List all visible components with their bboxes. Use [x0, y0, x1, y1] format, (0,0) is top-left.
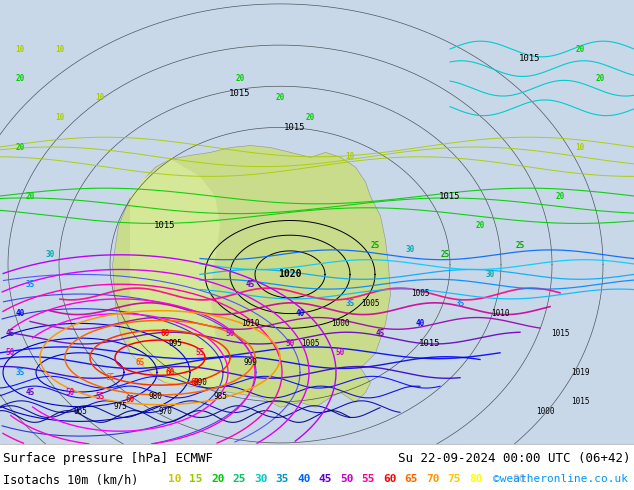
- Text: 1010: 1010: [241, 319, 259, 328]
- Text: Su 22-09-2024 00:00 UTC (06+42): Su 22-09-2024 00:00 UTC (06+42): [399, 452, 631, 465]
- Text: 1015: 1015: [439, 192, 461, 200]
- Text: 45: 45: [375, 329, 385, 338]
- Text: 55: 55: [195, 348, 205, 357]
- Text: 1010: 1010: [491, 309, 509, 318]
- Text: 10: 10: [346, 152, 354, 161]
- Text: 1000: 1000: [536, 407, 554, 416]
- Text: 20: 20: [275, 94, 285, 102]
- Text: 30: 30: [254, 474, 268, 484]
- Text: 20: 20: [555, 192, 565, 200]
- Text: 10: 10: [95, 94, 105, 102]
- Text: 995: 995: [168, 339, 182, 347]
- Text: 45: 45: [245, 280, 255, 289]
- Text: 25: 25: [233, 474, 246, 484]
- Text: 45: 45: [25, 388, 35, 396]
- Text: 30: 30: [486, 270, 495, 279]
- Text: 60: 60: [126, 395, 134, 404]
- Text: 80: 80: [469, 474, 482, 484]
- Text: 20: 20: [15, 143, 25, 151]
- Text: 40: 40: [15, 309, 25, 318]
- Text: 55: 55: [95, 392, 105, 401]
- Text: 975: 975: [113, 402, 127, 411]
- Text: 75: 75: [448, 474, 461, 484]
- Text: 1019: 1019: [571, 368, 589, 377]
- Text: 10: 10: [55, 113, 65, 122]
- Text: 20: 20: [576, 45, 585, 53]
- Text: 10: 10: [55, 45, 65, 53]
- Text: 1020: 1020: [278, 270, 302, 279]
- Text: 50: 50: [65, 388, 75, 396]
- Text: 40: 40: [295, 309, 304, 318]
- Text: 25: 25: [515, 241, 524, 249]
- Text: 40: 40: [297, 474, 311, 484]
- Text: 55: 55: [361, 474, 375, 484]
- Text: 990: 990: [193, 378, 207, 387]
- Text: 1015: 1015: [551, 329, 569, 338]
- Text: 85: 85: [491, 474, 504, 484]
- Text: 60: 60: [190, 378, 200, 387]
- Text: 15: 15: [190, 474, 203, 484]
- Text: 1005: 1005: [301, 339, 320, 347]
- Text: 985: 985: [213, 392, 227, 401]
- Text: 50: 50: [285, 339, 295, 347]
- Text: 20: 20: [211, 474, 224, 484]
- Text: 70: 70: [426, 474, 439, 484]
- Text: 970: 970: [158, 407, 172, 416]
- Text: 1015: 1015: [230, 89, 251, 98]
- Text: 60: 60: [160, 329, 170, 338]
- Text: 1005: 1005: [411, 290, 429, 298]
- Text: 10: 10: [168, 474, 181, 484]
- Text: 60: 60: [383, 474, 396, 484]
- Text: 65: 65: [136, 358, 145, 367]
- Text: 90: 90: [512, 474, 526, 484]
- Text: 35: 35: [276, 474, 289, 484]
- Text: 1005: 1005: [361, 299, 379, 308]
- Text: 1015: 1015: [571, 397, 589, 406]
- Text: 30: 30: [46, 250, 55, 259]
- Text: 50: 50: [340, 474, 354, 484]
- Text: 25: 25: [370, 241, 380, 249]
- Text: 65: 65: [105, 373, 115, 382]
- Text: 35: 35: [25, 280, 35, 289]
- Text: Isotachs 10m (km/h): Isotachs 10m (km/h): [3, 474, 138, 487]
- Text: 50: 50: [225, 329, 235, 338]
- Text: 20: 20: [595, 74, 605, 83]
- Text: 965: 965: [73, 407, 87, 416]
- Text: 50: 50: [335, 348, 345, 357]
- Text: 35: 35: [346, 299, 354, 308]
- Text: 10: 10: [15, 45, 25, 53]
- Text: 50: 50: [5, 348, 15, 357]
- Text: 45: 45: [5, 329, 15, 338]
- Text: 20: 20: [15, 74, 25, 83]
- Text: 999: 999: [243, 358, 257, 367]
- Text: 60: 60: [165, 368, 174, 377]
- Text: 40: 40: [415, 319, 425, 328]
- Text: 1015: 1015: [419, 339, 441, 347]
- Text: 65: 65: [404, 474, 418, 484]
- Text: 1000: 1000: [331, 319, 349, 328]
- Text: ©weatheronline.co.uk: ©weatheronline.co.uk: [493, 474, 628, 484]
- Text: 45: 45: [318, 474, 332, 484]
- Text: 35: 35: [15, 368, 25, 377]
- Text: 20: 20: [25, 192, 35, 200]
- Text: 980: 980: [148, 392, 162, 401]
- Text: 1015: 1015: [154, 221, 176, 230]
- Text: Surface pressure [hPa] ECMWF: Surface pressure [hPa] ECMWF: [3, 452, 213, 465]
- Text: 35: 35: [455, 299, 465, 308]
- Text: 20: 20: [476, 221, 484, 230]
- Text: 20: 20: [306, 113, 314, 122]
- Text: 1015: 1015: [284, 123, 306, 132]
- Text: 20: 20: [235, 74, 245, 83]
- Text: 30: 30: [405, 245, 415, 254]
- Text: 10: 10: [576, 143, 585, 151]
- Text: 1015: 1015: [519, 54, 541, 63]
- Text: 25: 25: [441, 250, 450, 259]
